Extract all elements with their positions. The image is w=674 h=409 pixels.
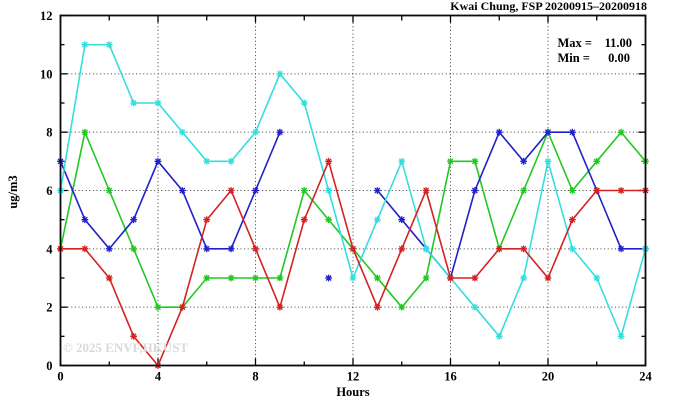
chart-title: Kwai Chung, FSP 20200915–20200918	[450, 0, 647, 13]
legend: Max = 11.00 Min = 0.00	[557, 36, 632, 66]
x-tick-label: 8	[252, 370, 258, 384]
x-tick-label: 12	[347, 370, 360, 384]
x-tick-label: 16	[444, 370, 457, 384]
y-tick-label: 10	[40, 67, 53, 81]
x-tick-label: 4	[155, 370, 162, 384]
plot-border	[59, 14, 647, 367]
legend-min-value: 0.00	[608, 51, 630, 65]
x-tick-label: 24	[639, 370, 652, 384]
legend-min-row: Min = 0.00	[557, 51, 632, 66]
y-tick-label: 2	[46, 301, 52, 315]
legend-max-value: 11.00	[604, 36, 632, 50]
y-tick-label: 8	[46, 126, 52, 140]
legend-max-row: Max = 11.00	[557, 36, 632, 51]
x-axis-label: Hours	[336, 385, 370, 399]
watermark: © 2025 ENVF,HKUST	[63, 340, 189, 355]
y-tick-label: 12	[40, 9, 53, 23]
y-tick-label: 6	[46, 184, 52, 198]
y-tick-label: 0	[46, 359, 52, 373]
y-tick-label: 4	[46, 242, 53, 256]
legend-max-label: Max =	[557, 36, 592, 50]
y-axis-label: ug/m3	[6, 175, 20, 209]
x-tick-label: 20	[542, 370, 555, 384]
x-tick-label: 0	[57, 370, 63, 384]
legend-min-label: Min =	[557, 51, 590, 65]
